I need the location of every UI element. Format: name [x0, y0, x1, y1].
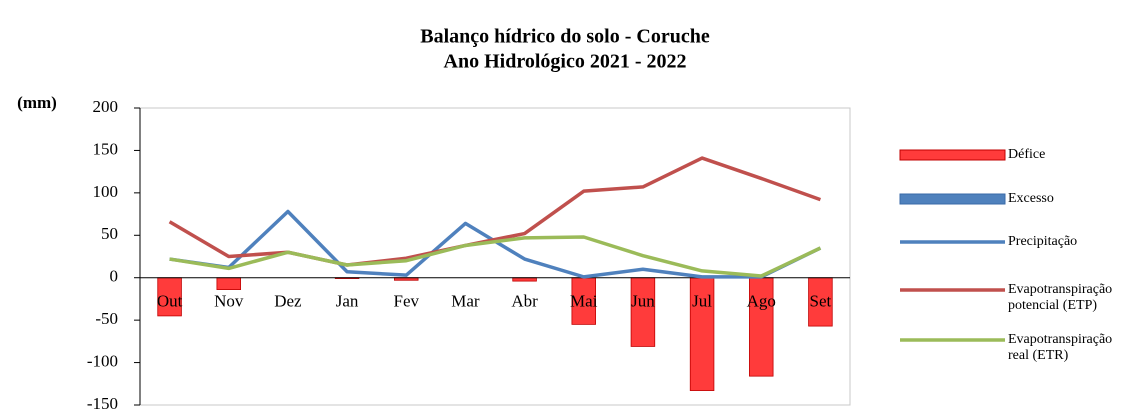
x-tick-label: Mar [451, 292, 480, 311]
legend-swatch [899, 193, 1006, 205]
y-tick-label: -50 [95, 309, 118, 328]
y-tick-label: 0 [110, 267, 119, 286]
x-tick-label: Abr [511, 292, 538, 311]
x-tick-label: Set [810, 292, 832, 311]
y-tick-label: -150 [87, 394, 118, 412]
y-axis-label: (mm) [17, 93, 57, 112]
line-series [169, 209, 822, 279]
y-tick-label: 50 [101, 224, 118, 243]
y-tick-label: 150 [93, 139, 119, 158]
x-tick-label: Fev [394, 292, 420, 311]
legend-label: Evapotranspiração potencial (ETP) [1008, 282, 1113, 313]
x-tick-label: Jul [692, 292, 712, 311]
bar [630, 277, 656, 347]
x-tick-label: Ago [747, 292, 776, 311]
x-tick-label: Dez [274, 292, 302, 311]
x-tick-label: Nov [214, 292, 244, 311]
y-tick-label: 200 [93, 97, 119, 116]
line-series [169, 235, 822, 278]
legend-label: Excesso [1008, 191, 1054, 206]
line-series [168, 156, 822, 267]
chart-title: Balanço hídrico do solo - Coruche [420, 26, 710, 48]
y-tick-label: 100 [93, 182, 119, 201]
legend-label: Evapotranspiração real (ETR) [1008, 332, 1113, 363]
legend-label: Precipitação [1008, 234, 1078, 249]
legend-label: Défice [1008, 147, 1046, 162]
x-tick-label: Jan [336, 292, 359, 311]
legend-swatch [899, 149, 1006, 161]
chart-subtitle: Ano Hidrológico 2021 - 2022 [444, 51, 687, 73]
x-tick-label: Out [157, 292, 183, 311]
bar [216, 277, 241, 290]
bar [512, 277, 537, 282]
y-tick-label: -100 [87, 351, 118, 370]
x-tick-label: Mai [570, 292, 598, 311]
x-tick-label: Jun [631, 292, 655, 311]
